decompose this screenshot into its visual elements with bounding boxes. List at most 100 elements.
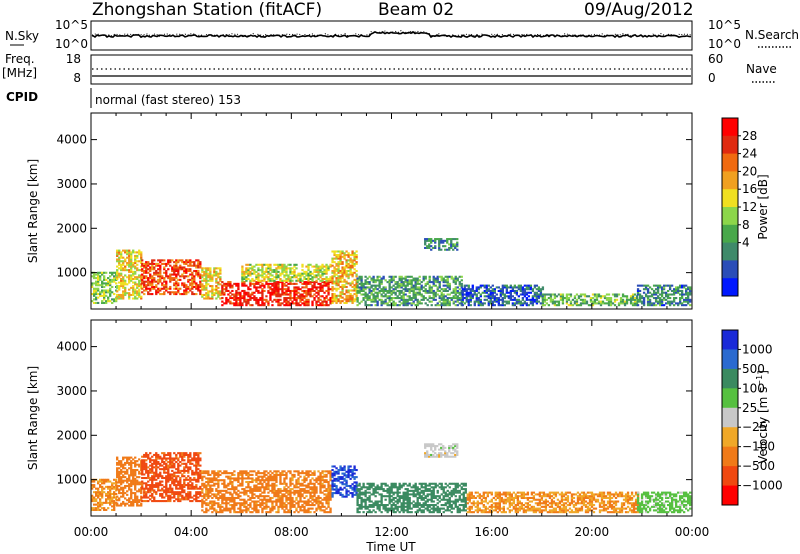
velocity-cell: [237, 484, 240, 487]
power-cell: [362, 282, 365, 285]
velocity-cell: [255, 484, 258, 487]
power-cell: [257, 289, 260, 293]
velocity-cell: [275, 495, 278, 498]
power-cell: [149, 289, 152, 292]
power-cell: [199, 284, 202, 287]
velocity-cell: [181, 491, 184, 494]
power-cell: [145, 261, 148, 264]
power-cell: [273, 281, 276, 284]
power-cell: [253, 272, 256, 275]
power-cell: [414, 284, 417, 287]
power-cell: [535, 300, 539, 303]
velocity-cell: [199, 473, 202, 476]
velocity-cell: [179, 482, 182, 485]
power-cell: [151, 282, 154, 285]
power-cell: [640, 284, 644, 287]
power-cell: [295, 302, 298, 305]
power-cell: [211, 290, 214, 293]
power-cell: [337, 275, 340, 278]
power-cell: [239, 300, 242, 303]
power-cell: [199, 293, 202, 296]
velocity-cell: [173, 482, 176, 485]
velocity-cell: [97, 482, 100, 485]
velocity-cell: [205, 488, 208, 491]
velocity-cell: [233, 479, 236, 482]
velocity-cell: [93, 480, 96, 483]
power-cell: [217, 283, 220, 286]
beam-title: Beam 02: [378, 0, 454, 20]
power-cell: [372, 288, 375, 291]
power-cell: [109, 275, 112, 278]
power-cell: [175, 264, 178, 267]
velocity-cell: [241, 482, 244, 485]
velocity-cell: [295, 470, 298, 473]
velocity-cell: [257, 496, 260, 500]
power-cell: [289, 267, 292, 270]
power-cell: [327, 293, 330, 296]
power-cell: [95, 287, 98, 290]
power-cell: [436, 238, 439, 241]
velocity-cell: [257, 511, 260, 514]
power-cell: [259, 284, 262, 287]
power-cell: [195, 271, 198, 274]
power-cell: [456, 298, 459, 301]
power-cell: [193, 264, 196, 267]
power-cell: [428, 297, 431, 300]
power-cell: [561, 298, 565, 301]
power-cell: [299, 304, 302, 307]
velocity-cell: [103, 507, 106, 510]
velocity-cell: [167, 469, 170, 472]
velocity-cell: [213, 470, 216, 473]
power-cell: [378, 282, 381, 285]
power-cell: [523, 300, 527, 303]
power-cell: [434, 293, 437, 296]
power-cell: [109, 282, 112, 285]
power-cell: [688, 291, 692, 294]
power-cell: [678, 286, 682, 289]
power-cell: [335, 301, 338, 304]
velocity-cell: [149, 452, 152, 455]
power-cell: [380, 295, 383, 298]
velocity-cell: [116, 458, 119, 461]
power-cell: [107, 291, 110, 294]
velocity-cell: [175, 487, 178, 490]
power-cell: [159, 271, 162, 274]
velocity-cell: [122, 465, 125, 468]
power-cell: [118, 295, 121, 298]
power-cell: [662, 284, 666, 287]
velocity-cell: [239, 472, 242, 475]
power-cell: [95, 289, 98, 292]
power-cell: [225, 297, 228, 300]
power-cell: [368, 291, 371, 294]
power-cell: [257, 277, 260, 281]
velocity-cell: [253, 493, 256, 496]
power-cell: [132, 270, 135, 273]
power-cell: [109, 289, 112, 292]
velocity-cell: [155, 462, 158, 465]
power-cell: [321, 288, 324, 291]
power-cell: [138, 276, 141, 279]
velocity-cell: [159, 480, 162, 483]
power-cell: [199, 261, 202, 264]
power-cell: [177, 259, 180, 262]
power-cell: [307, 272, 310, 275]
power-cell: [599, 297, 603, 300]
power-cell: [442, 298, 445, 301]
power-cell: [527, 298, 531, 301]
power-cell: [458, 282, 461, 285]
power-cell: [362, 298, 365, 301]
power-cell: [337, 298, 340, 301]
power-cell: [275, 272, 278, 275]
power-cell: [134, 260, 137, 263]
velocity-cell: [299, 491, 302, 494]
power-cell: [497, 304, 500, 307]
power-cell: [531, 298, 535, 301]
power-cell: [351, 271, 354, 274]
power-cell: [351, 275, 354, 278]
power-cell: [525, 298, 529, 301]
velocity-cell: [130, 465, 133, 468]
power-cell: [450, 245, 453, 248]
velocity-cell: [209, 479, 212, 482]
velocity-cell: [207, 489, 210, 492]
power-cell: [631, 298, 635, 301]
